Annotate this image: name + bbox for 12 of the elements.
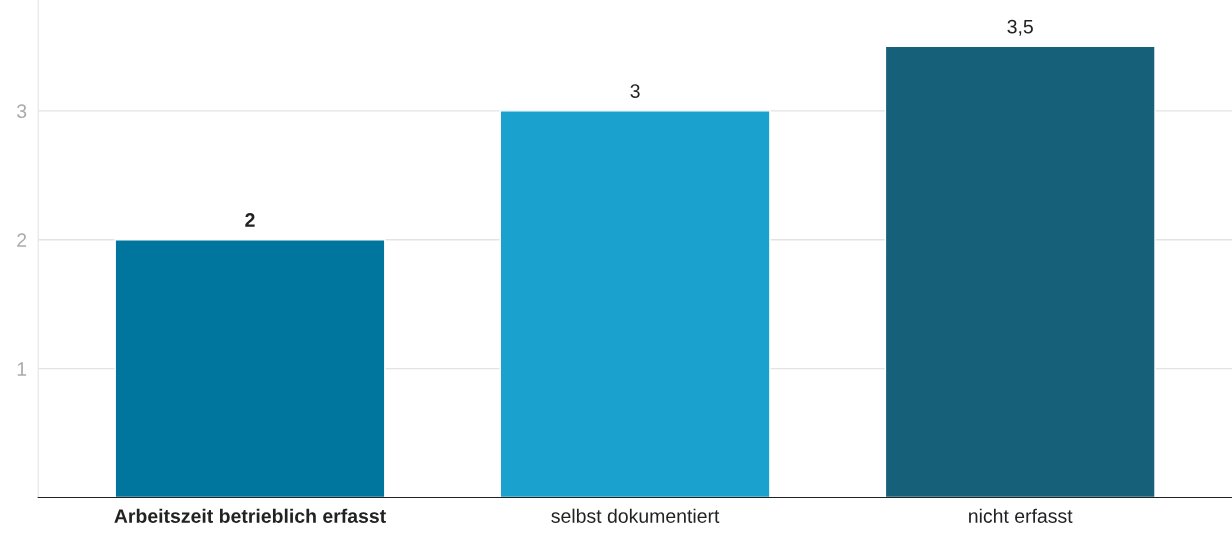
y-tick-label: 3 <box>17 104 27 119</box>
bar <box>114 239 386 498</box>
x-tick-label: selbst dokumentiert <box>551 508 720 523</box>
data-label: 3 <box>630 84 640 98</box>
bar <box>884 45 1156 498</box>
x-tick-label: Arbeitszeit betrieblich erfasst <box>114 508 386 523</box>
x-tick-label: nicht erfasst <box>969 508 1073 523</box>
bar <box>499 110 771 498</box>
y-tick-label: 2 <box>17 233 27 247</box>
data-label: 2 <box>245 213 255 227</box>
data-label: 3,5 <box>1007 19 1033 36</box>
y-tick-label: 1 <box>17 362 27 376</box>
